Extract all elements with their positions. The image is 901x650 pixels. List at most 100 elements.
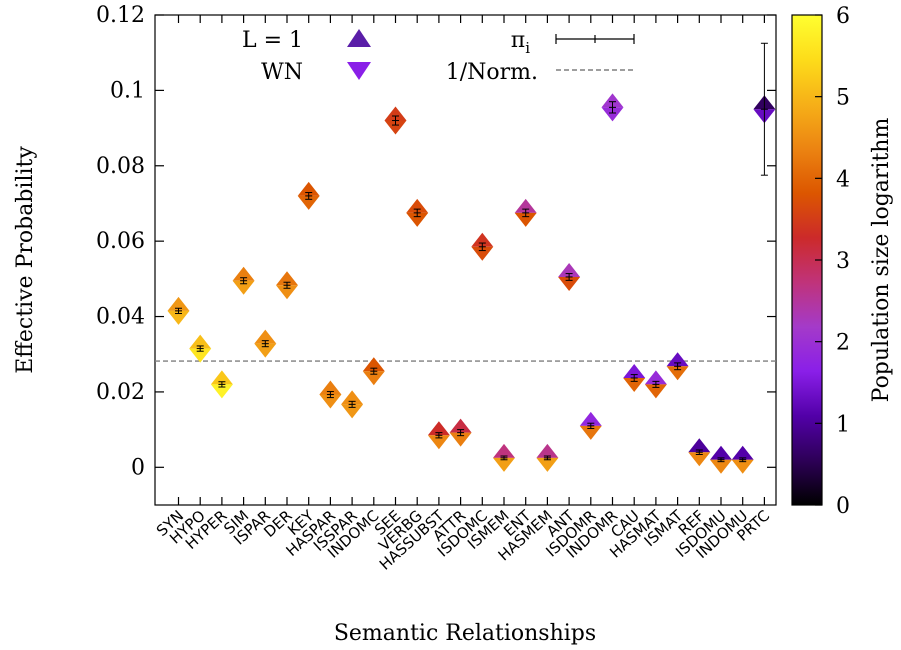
- error-bar: [587, 422, 595, 429]
- error-bar: [543, 455, 551, 461]
- down-triangle-marker: [710, 459, 732, 474]
- legend-label-l1: L = 1: [242, 28, 303, 53]
- up-triangle-marker: [731, 445, 754, 460]
- legend-label-wn: WN: [261, 60, 303, 85]
- colorbar-tick-label: 2: [836, 331, 850, 356]
- y-axis: 0 0.02 0.04 0.06 0.08 0.1 0.12: [96, 3, 776, 480]
- up-triangle-marker: [688, 438, 711, 453]
- y-tick-label: 0.04: [96, 305, 145, 330]
- down-triangle-marker: [384, 120, 407, 135]
- y-tick-label: 0.08: [96, 154, 145, 179]
- down-triangle-marker: [514, 212, 537, 227]
- legend-label-norm: 1/Norm.: [446, 60, 538, 85]
- error-bar: [609, 101, 616, 114]
- legend-down-triangle: [347, 62, 371, 80]
- up-triangle-marker: [601, 93, 624, 108]
- up-triangle-marker: [514, 198, 537, 213]
- y-tick-label: 0.12: [96, 3, 145, 28]
- down-triangle-marker: [362, 371, 385, 386]
- up-triangle-marker: [427, 421, 450, 436]
- error-bar: [695, 449, 703, 455]
- up-triangle-marker: [189, 334, 212, 349]
- colorbar-tick-label: 1: [836, 412, 850, 437]
- error-bar: [652, 380, 660, 388]
- error-bar: [370, 367, 378, 375]
- x-axis-title: Semantic Relationships: [334, 621, 596, 646]
- down-triangle-marker: [601, 107, 624, 122]
- up-triangle-marker: [710, 445, 732, 460]
- up-triangle-marker: [210, 370, 233, 385]
- colorbar-tick-label: 5: [836, 86, 850, 111]
- down-triangle-marker: [536, 457, 559, 472]
- error-bar: [565, 273, 573, 281]
- up-triangle-marker: [536, 443, 559, 458]
- y-tick-label: 0.1: [110, 78, 145, 103]
- down-triangle-marker: [210, 384, 233, 399]
- y-tick-label: 0.06: [96, 229, 145, 254]
- down-triangle-marker: [297, 195, 320, 210]
- legend: L = 1 WN πi 1/Norm.: [242, 28, 635, 85]
- legend-label-pi: πi: [511, 28, 530, 57]
- up-triangle-marker: [666, 352, 689, 367]
- up-triangle-marker: [297, 181, 320, 196]
- error-bar: [674, 362, 682, 371]
- up-triangle-marker: [232, 266, 255, 281]
- y-axis-title: Effective Probability: [13, 146, 38, 374]
- up-triangle-marker: [623, 363, 646, 378]
- error-bar: [392, 115, 399, 126]
- error-bar: [305, 192, 313, 200]
- colorbar-title: Population size logarithm: [869, 118, 894, 403]
- error-bar: [435, 432, 443, 439]
- error-bar: [261, 340, 269, 348]
- colorbar-tick-label: 6: [836, 4, 850, 29]
- error-bar: [413, 208, 421, 218]
- up-triangle-marker: [493, 443, 515, 458]
- colorbar-tick-label: 3: [836, 249, 850, 274]
- down-triangle-marker: [558, 276, 581, 291]
- up-triangle-marker: [449, 418, 472, 433]
- down-triangle-marker: [189, 348, 212, 363]
- down-triangle-marker: [254, 343, 277, 358]
- down-triangle-marker: [644, 384, 667, 399]
- down-triangle-marker: [427, 435, 450, 450]
- plot-area: [154, 14, 777, 506]
- error-bar: [218, 381, 226, 388]
- y-tick-label: 0: [131, 455, 145, 480]
- colorbar: 0 1 2 3 4 5 6: [791, 4, 850, 519]
- x-axis: SYNHYPOHYPERSIMISPARDERKEYHASPARISSPARIN…: [153, 15, 773, 574]
- up-triangle-marker: [406, 198, 429, 213]
- error-bar: [522, 208, 530, 218]
- error-bar: [175, 307, 182, 315]
- legend-up-triangle: [347, 29, 371, 47]
- up-triangle-marker: [276, 271, 298, 286]
- up-triangle-marker: [319, 380, 342, 395]
- legend-errorbar: [555, 34, 635, 44]
- down-triangle-marker: [167, 310, 190, 325]
- up-triangle-marker: [362, 357, 385, 372]
- colorbar-tick-label: 4: [836, 167, 850, 192]
- error-bar: [760, 42, 768, 176]
- error-bar: [283, 281, 291, 289]
- down-triangle-marker: [731, 459, 754, 474]
- up-triangle-marker: [471, 232, 494, 247]
- down-triangle-marker: [319, 394, 342, 409]
- data-markers: [167, 93, 776, 474]
- up-triangle-marker: [254, 329, 277, 344]
- up-triangle-marker: [341, 390, 364, 405]
- colorbar-tick-label: 0: [836, 494, 850, 519]
- down-triangle-marker: [623, 377, 646, 392]
- down-triangle-marker: [232, 280, 255, 295]
- error-bar: [739, 457, 747, 463]
- error-bar: [348, 400, 356, 408]
- down-triangle-marker: [666, 366, 689, 381]
- error-bar: [240, 277, 248, 285]
- up-triangle-marker: [167, 296, 190, 311]
- error-bar: [326, 391, 334, 399]
- up-triangle-marker: [644, 370, 667, 385]
- down-triangle-marker: [449, 432, 472, 447]
- up-triangle-marker: [558, 262, 581, 277]
- down-triangle-marker: [406, 212, 429, 227]
- error-bar: [717, 457, 725, 463]
- error-bar: [457, 429, 465, 437]
